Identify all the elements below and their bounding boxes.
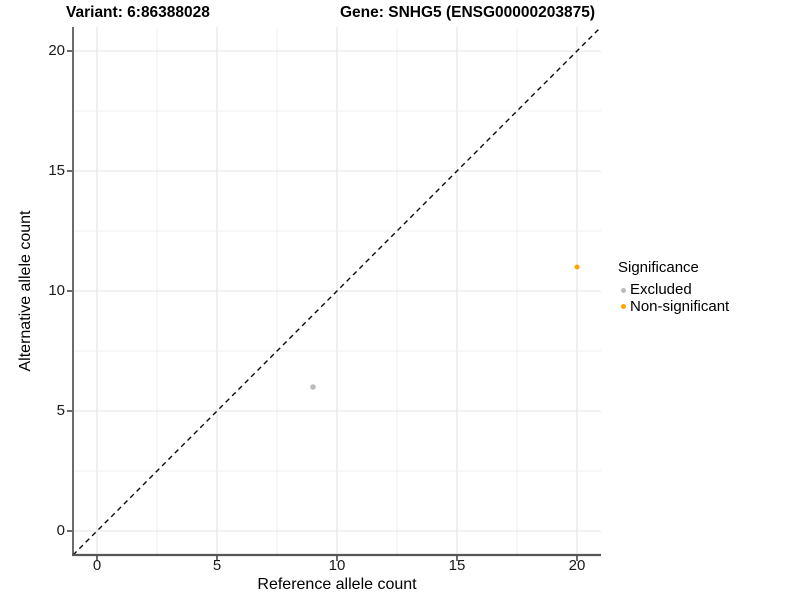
x-tick-label: 20 [568,557,586,574]
legend-label-non-significant: Non-significant [630,297,730,315]
plot-title-gene: Gene: SNHG5 (ENSG00000203875) [340,4,596,21]
y-tick-label: 15 [48,162,65,179]
legend: Significance Excluded Non-significant [615,259,729,315]
x-tick-label: 10 [328,557,346,574]
legend-item-non-significant: Non-significant [615,297,730,316]
x-axis-title: Reference allele count [257,576,417,593]
x-tick-label: 5 [212,557,222,574]
non-significant-point-icon [621,304,626,310]
y-tick-label: 20 [48,42,65,59]
plot-title-variant: Variant: 6:86388028 [66,4,210,21]
legend-item-excluded: Excluded [615,281,729,299]
legend-label-excluded: Excluded [630,281,692,298]
y-tick-label: 10 [48,282,65,299]
y-tick-label: 0 [56,522,65,539]
y-tick-label: 5 [56,402,65,419]
data-point-non-significant [574,264,580,270]
identity-dashed-line [72,26,602,556]
legend-title: Significance [618,259,699,276]
x-tick-label: 0 [92,557,102,574]
excluded-point-icon [621,287,626,293]
data-point-excluded [310,384,316,390]
x-tick-label: 15 [448,557,466,574]
